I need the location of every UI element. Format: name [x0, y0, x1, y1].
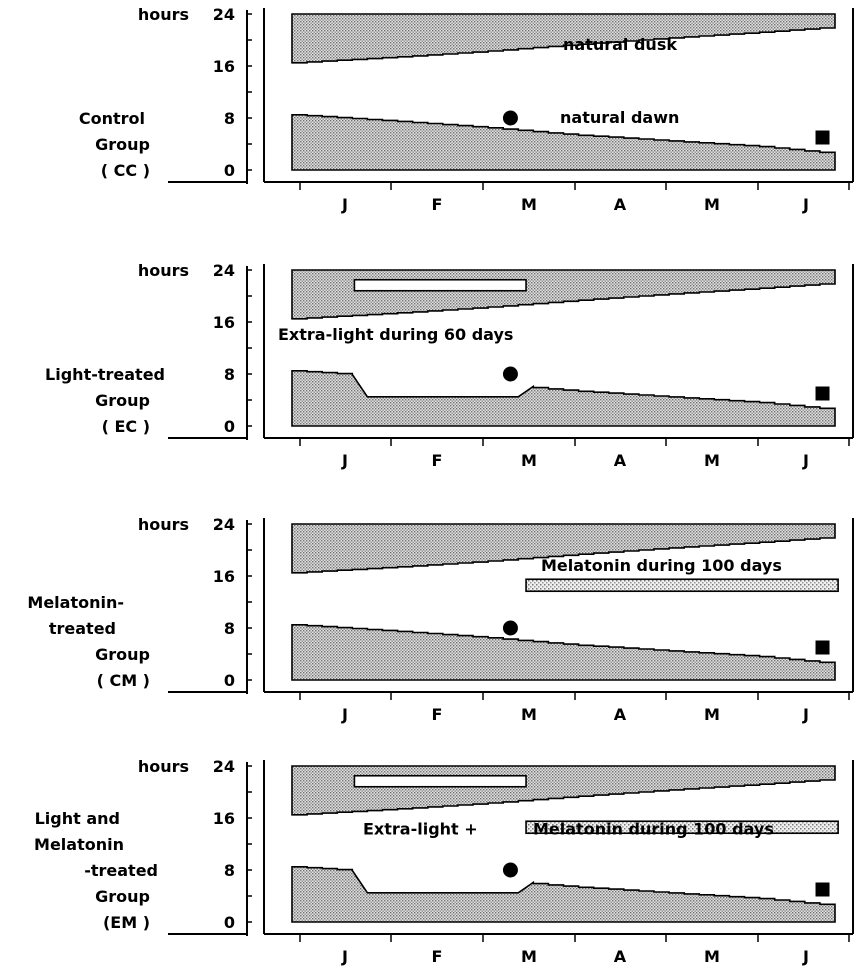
dawn-area	[291, 866, 836, 923]
circle-marker	[502, 110, 518, 126]
group-label-line: Melatonin-	[27, 593, 124, 612]
y-tick-label: 16	[213, 57, 235, 76]
month-label: J	[802, 705, 809, 724]
month-label: A	[614, 705, 627, 724]
month-label: J	[341, 705, 348, 724]
melatonin-bar	[525, 820, 839, 835]
month-label: J	[341, 195, 348, 214]
group-label-line: Control	[79, 109, 145, 128]
month-label: M	[521, 947, 537, 966]
square-marker	[815, 640, 830, 655]
extra-light-bar	[353, 774, 527, 788]
group-label-line: Group	[95, 645, 150, 664]
dawn-area	[291, 370, 836, 427]
month-label: M	[521, 705, 537, 724]
y-tick-label: 24	[213, 757, 235, 776]
month-label: J	[802, 195, 809, 214]
panel-ec: 0 8 16 24 hours J F M A M J Light-treated Group ( EC …	[45, 261, 854, 470]
month-label: J	[341, 451, 348, 470]
y-tick-label: 0	[224, 671, 235, 690]
annotation-natural-dusk: natural dusk	[563, 35, 677, 54]
group-label-line: ( EC )	[102, 417, 150, 436]
panel-cm: 0 8 16 24 hours J F M A M J Melatonin-treated Group (…	[27, 515, 854, 724]
y-tick-label: 16	[213, 313, 235, 332]
dusk-area	[291, 269, 836, 320]
y-tick-label: 8	[224, 619, 235, 638]
group-label-line: ( CM )	[97, 671, 150, 690]
hours-label: hours	[138, 757, 189, 776]
hours-label: hours	[138, 261, 189, 280]
y-tick-label: 8	[224, 861, 235, 880]
month-label: M	[704, 947, 720, 966]
y-tick-label: 24	[213, 515, 235, 534]
circle-marker	[502, 620, 518, 636]
month-label: M	[704, 195, 720, 214]
y-tick-label: 0	[224, 161, 235, 180]
annotation-extra-light: Extra-light during 60 days	[278, 325, 513, 344]
y-tick-label: 0	[224, 913, 235, 932]
y-tick-label: 8	[224, 365, 235, 384]
dawn-area	[291, 114, 836, 171]
group-label-line: Group	[95, 887, 150, 906]
y-tick-label: 8	[224, 109, 235, 128]
group-label-line: -treated	[84, 861, 158, 880]
month-label: J	[341, 947, 348, 966]
y-tick-label: 24	[213, 261, 235, 280]
dusk-area	[291, 765, 836, 816]
group-label-line: Light-treated	[45, 365, 165, 384]
group-label-line: Light and	[35, 809, 120, 828]
circle-marker	[502, 862, 518, 878]
square-marker	[815, 882, 830, 897]
dawn-area	[291, 624, 836, 681]
y-tick-label: 16	[213, 809, 235, 828]
group-label-line: (EM )	[103, 913, 150, 932]
month-label: A	[614, 195, 627, 214]
square-marker	[815, 386, 830, 401]
group-label-line: ( CC )	[101, 161, 150, 180]
square-marker	[815, 130, 830, 145]
y-tick-label: 24	[213, 5, 235, 24]
month-label: J	[802, 947, 809, 966]
group-label-line: Group	[95, 135, 150, 154]
month-label: M	[521, 451, 537, 470]
month-label: J	[802, 451, 809, 470]
panel-cc: 0 8 16 24 hours J F M A M J Control Group ( CC ) natur…	[79, 5, 854, 214]
y-tick-label: 0	[224, 417, 235, 436]
hours-label: hours	[138, 5, 189, 24]
annotation-melatonin: Melatonin during 100 days	[541, 556, 782, 575]
y-tick-label: 16	[213, 567, 235, 586]
month-label: F	[432, 705, 443, 724]
month-label: F	[432, 195, 443, 214]
panel-em: 0 8 16 24 hours J F M A M J Light and Melatonin -trea…	[34, 757, 854, 966]
annotation-melatonin: Melatonin during 100 days	[533, 819, 774, 838]
hours-label: hours	[138, 515, 189, 534]
group-label-line: Group	[95, 391, 150, 410]
month-label: M	[704, 451, 720, 470]
month-label: M	[704, 705, 720, 724]
annotation-natural-dawn: natural dawn	[560, 108, 679, 127]
extra-light-bar	[353, 278, 527, 292]
month-label: M	[521, 195, 537, 214]
group-label-line: treated	[49, 619, 116, 638]
month-label: A	[614, 451, 627, 470]
group-label-line: Melatonin	[34, 835, 124, 854]
month-label: F	[432, 947, 443, 966]
melatonin-bar	[525, 578, 839, 593]
month-label: A	[614, 947, 627, 966]
month-label: F	[432, 451, 443, 470]
dusk-area	[291, 13, 836, 64]
annotation-extra-light-plus: Extra-light +	[363, 819, 478, 838]
circle-marker	[502, 366, 518, 382]
dusk-area	[291, 523, 836, 574]
